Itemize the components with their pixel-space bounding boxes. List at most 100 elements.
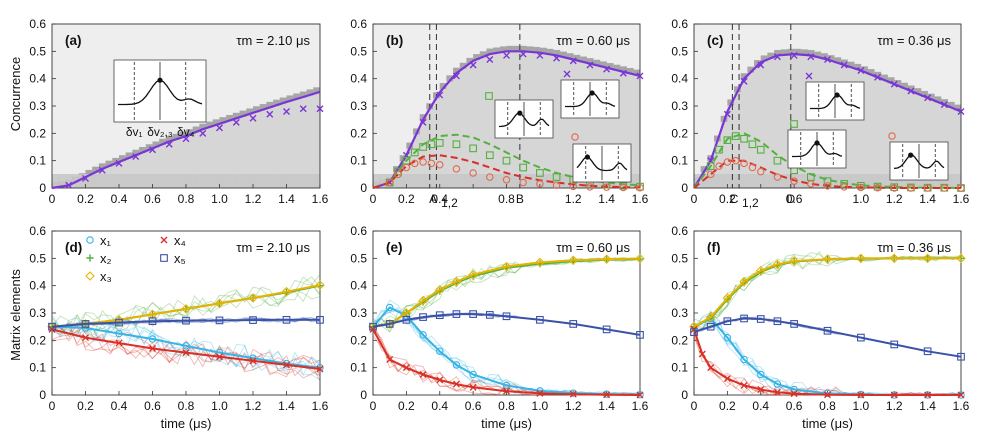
y-tick-label: 0.4 [671, 279, 688, 293]
heatmap-cell [399, 174, 407, 188]
heatmap-cell [586, 58, 594, 65]
heatmap-cell [747, 174, 755, 188]
x-tick-label: 0.4 [431, 192, 448, 206]
data-point [924, 391, 932, 399]
heatmap-cell [145, 144, 153, 188]
heatmap-cell [586, 58, 594, 188]
heatmap-cell [559, 174, 567, 188]
series-line [693, 257, 961, 328]
heatmap-cell [827, 55, 835, 188]
data-point [889, 253, 900, 264]
heatmap-cell [406, 174, 414, 188]
data-point [115, 318, 123, 327]
data-point [705, 312, 716, 322]
heatmap-cell [626, 68, 634, 75]
heatmap-cell [413, 128, 421, 188]
data-point [469, 310, 477, 318]
legend-marker-5 [160, 254, 168, 262]
legend-label-2: x₂ [100, 251, 112, 266]
data-point [698, 350, 706, 358]
heatmap-cell [306, 89, 314, 188]
data-point [469, 383, 477, 391]
heatmap-cell [466, 57, 474, 64]
data-point [283, 361, 290, 369]
data-point [80, 319, 91, 329]
data-point [216, 353, 223, 361]
legend-marker-2 [86, 254, 94, 262]
x-tick-label: 1.4 [278, 399, 295, 413]
heatmap-cell [887, 77, 895, 84]
y-tick-label: 0.3 [350, 306, 367, 320]
heatmap-cell [493, 174, 501, 188]
x-tick-label: 1.2 [886, 399, 903, 413]
heatmap-cell [306, 89, 314, 96]
x-tick-label: 1.6 [632, 399, 649, 413]
data-point [452, 310, 461, 318]
data-point [807, 180, 815, 188]
series-line [51, 325, 321, 369]
data-point [773, 53, 781, 61]
heatmap-cell [606, 63, 614, 70]
heatmap-cell [533, 174, 541, 188]
x-tick-label: 1.2 [886, 192, 903, 206]
heatmap-cell [219, 117, 227, 124]
inset-c-2 [787, 129, 847, 169]
inset-marker [888, 132, 896, 140]
data-point [385, 320, 394, 328]
data-point [552, 173, 561, 181]
x-tick-label: 0.6 [144, 399, 161, 413]
inset-marker [805, 72, 813, 80]
heatmap-cell [533, 46, 541, 53]
data-point [402, 315, 411, 324]
heatmap-cell [760, 174, 768, 188]
data-point [419, 158, 427, 166]
data-point [435, 347, 444, 356]
series-x4 [48, 325, 324, 373]
heatmap-cell [226, 115, 234, 188]
data-point [281, 286, 292, 297]
heatmap-cell [373, 174, 380, 188]
x-tick-label: 1.0 [211, 192, 228, 206]
inset-a [113, 59, 207, 123]
data-point [502, 312, 511, 321]
inset-c-2-peak-dot [814, 140, 820, 146]
y-tick-label: 0.5 [350, 251, 367, 265]
x-tick-label: 1.6 [953, 399, 970, 413]
data-point [731, 156, 740, 165]
series-x4 [369, 325, 644, 399]
heatmap-cell [573, 54, 581, 189]
x-tick-label: 1.4 [919, 192, 936, 206]
y-tick-label: 0.1 [350, 154, 367, 168]
data-point [619, 69, 627, 77]
panel-e: 0 0.2 0.4 0.6 0.8 1.0 1.2 1.4 1.6 0 0.1 0.2 0.3 0.4 0.… [350, 224, 648, 431]
heatmap-cell [774, 49, 782, 56]
x-tick-label: 0.4 [431, 399, 448, 413]
x-tick-label: 1.2 [565, 399, 582, 413]
y-tick-label: 0 [39, 388, 46, 402]
series-line [51, 90, 321, 190]
data-point [857, 183, 865, 192]
heatmap-cell [279, 174, 287, 188]
heatmap-cell [439, 174, 447, 188]
heatmap-cell [105, 174, 113, 188]
data-point [485, 311, 494, 319]
data-point [823, 389, 832, 398]
heatmap-cell [105, 160, 113, 167]
heatmap-cell [212, 119, 220, 126]
panel-label: (b) [386, 33, 403, 48]
heatmap-cell [867, 174, 875, 188]
heatmap-cell [553, 49, 561, 188]
x-tick-label: 0.2 [398, 399, 415, 413]
data-point [215, 316, 224, 325]
data-point [790, 320, 798, 328]
heatmap-cell [854, 63, 862, 189]
panel-label: (a) [65, 33, 82, 48]
data-point [890, 184, 898, 192]
x-tick-label: 0.8 [178, 399, 195, 413]
heatmap-cell [479, 51, 487, 58]
data-point [98, 166, 106, 174]
heatmap-cell [253, 174, 260, 188]
data-point [722, 293, 733, 303]
heatmap-cell [299, 174, 307, 188]
data-point [603, 391, 611, 399]
